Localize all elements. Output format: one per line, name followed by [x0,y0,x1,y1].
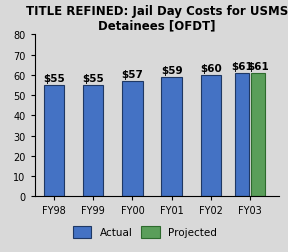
Text: $55: $55 [82,74,104,84]
Text: $59: $59 [161,66,183,76]
Bar [122,82,143,197]
Bar [235,74,249,197]
Legend: Actual, Projected: Actual, Projected [73,226,217,238]
Bar [44,86,64,197]
Bar [201,76,221,197]
Bar [251,74,265,197]
Title: TITLE REFINED: Jail Day Costs for USMS
Detainees [OFDT]: TITLE REFINED: Jail Day Costs for USMS D… [26,5,288,33]
Text: $55: $55 [43,74,65,84]
Text: $57: $57 [122,70,143,80]
Text: $60: $60 [200,64,222,74]
Text: $61: $61 [231,62,253,72]
Text: $61: $61 [247,62,269,72]
Bar [162,78,182,197]
Bar [83,86,103,197]
